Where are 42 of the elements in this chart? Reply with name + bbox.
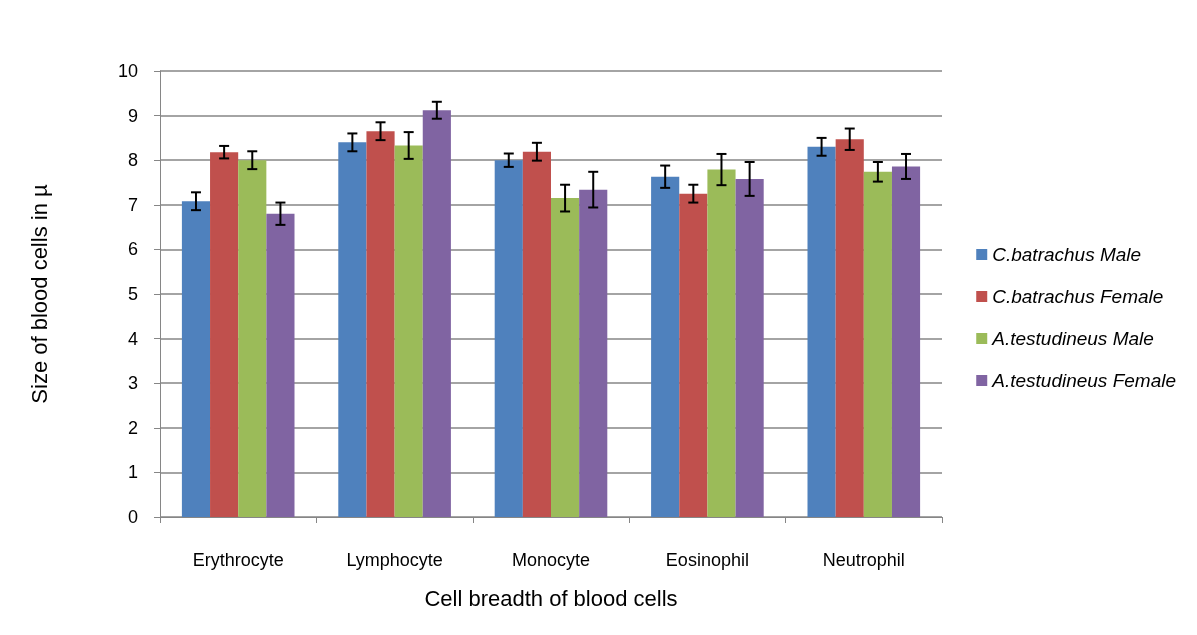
x-tick-label: Eosinophil xyxy=(665,550,749,570)
y-axis-title: Size of blood cells in µ xyxy=(26,184,52,404)
y-tick-label: 8 xyxy=(127,150,138,171)
bar xyxy=(338,142,367,517)
x-axis-title: Cell breadth of blood cells xyxy=(424,585,678,611)
bar xyxy=(579,189,608,517)
legend-label: A.testudineus Female xyxy=(991,370,1176,391)
bar xyxy=(551,198,580,517)
y-tick-label: 7 xyxy=(127,194,138,215)
bar xyxy=(366,131,395,517)
bar xyxy=(707,169,736,517)
y-tick-label: 3 xyxy=(127,373,138,394)
bar xyxy=(238,160,267,517)
bar xyxy=(679,193,708,517)
y-tick-label: 2 xyxy=(127,417,138,438)
x-tick-label: Neutrophil xyxy=(822,550,905,570)
y-tick-label: 5 xyxy=(127,284,138,304)
bar xyxy=(210,152,239,517)
legend-label: A.testudineus Male xyxy=(991,328,1154,349)
legend-label: C.batrachus Male xyxy=(992,244,1142,265)
bar xyxy=(891,166,921,517)
y-tick-label: 9 xyxy=(127,105,138,126)
bar xyxy=(422,110,451,517)
bar xyxy=(835,139,864,517)
bar xyxy=(522,151,551,517)
y-tick-label: 4 xyxy=(127,328,138,349)
bar xyxy=(494,160,523,517)
bar xyxy=(863,171,892,517)
y-tick-label: 10 xyxy=(117,61,138,81)
bar xyxy=(735,178,764,517)
y-tick-label: 6 xyxy=(127,239,138,260)
x-tick-label: Erythrocyte xyxy=(192,550,284,570)
y-tick-label: 1 xyxy=(127,462,138,483)
x-tick-label: Lymphocyte xyxy=(346,550,443,570)
bar xyxy=(181,201,211,517)
bar xyxy=(807,146,836,517)
y-tick-label: 0 xyxy=(127,507,138,527)
legend-label: C.batrachus Female xyxy=(992,286,1164,307)
x-tick-label: Monocyte xyxy=(511,550,591,570)
bar xyxy=(266,213,295,517)
bar xyxy=(651,176,680,517)
bar xyxy=(394,145,423,517)
